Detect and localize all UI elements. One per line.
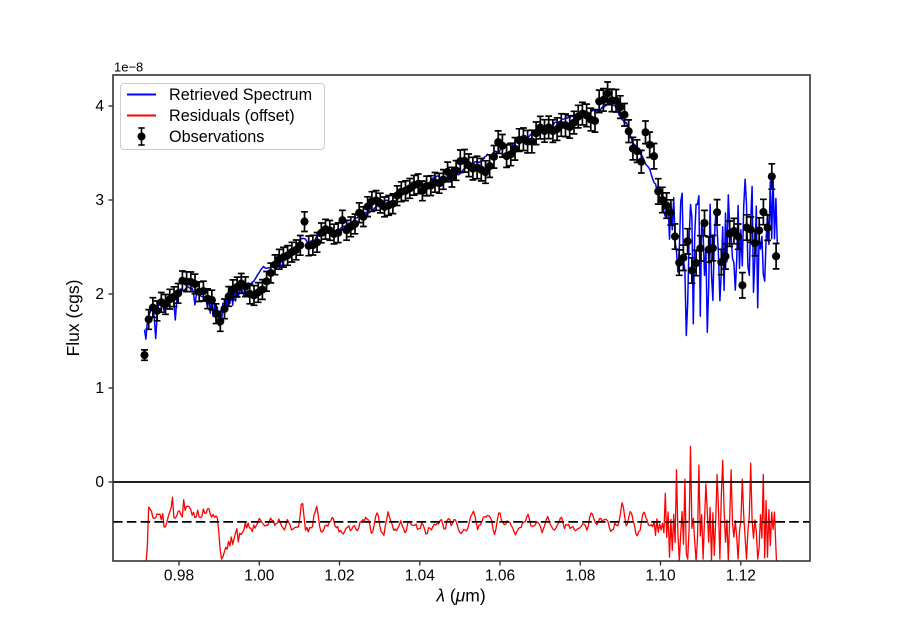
svg-text:0: 0 [95,474,104,491]
svg-text:λ (μm): λ (μm) [435,586,485,606]
svg-text:4: 4 [95,98,104,115]
svg-text:1.06: 1.06 [485,568,515,585]
svg-text:1.10: 1.10 [645,568,676,585]
svg-text:3: 3 [95,192,104,209]
svg-text:Observations: Observations [169,128,264,146]
svg-text:Retrieved Spectrum: Retrieved Spectrum [169,86,312,104]
svg-text:1.02: 1.02 [324,568,354,585]
svg-text:1: 1 [95,380,104,397]
svg-text:2: 2 [95,286,104,303]
svg-text:Residuals (offset): Residuals (offset) [169,107,295,125]
svg-text:0.98: 0.98 [164,568,194,585]
svg-text:Flux (cgs): Flux (cgs) [63,280,83,357]
svg-text:1.12: 1.12 [726,568,756,585]
svg-text:1.04: 1.04 [405,568,436,585]
svg-text:1e−8: 1e−8 [114,60,143,75]
svg-text:1.08: 1.08 [565,568,595,585]
svg-text:1.00: 1.00 [244,568,275,585]
